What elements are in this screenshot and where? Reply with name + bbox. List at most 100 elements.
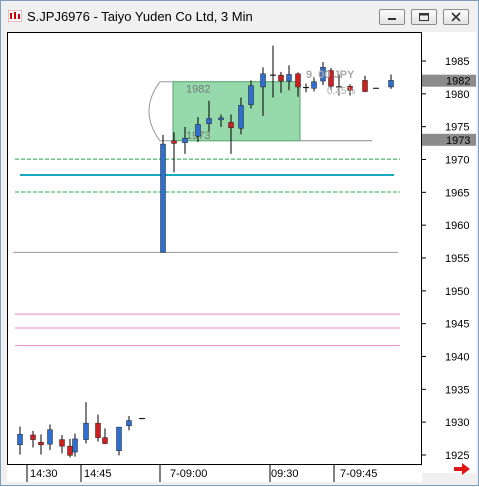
candle[interactable] <box>160 134 166 253</box>
candle[interactable] <box>336 74 342 96</box>
price-tick-label: 1965 <box>445 187 469 199</box>
candle[interactable] <box>38 434 44 455</box>
price-axis-canvas: 1925 1930 1935 1940 1945 1950 1955 1960 1965 1970… <box>422 56 476 462</box>
candle[interactable] <box>248 80 254 109</box>
restore-icon <box>419 13 429 21</box>
candle-body-down <box>171 140 177 144</box>
candle-body-up <box>218 117 224 121</box>
candle[interactable] <box>95 414 101 442</box>
candle[interactable] <box>362 75 368 93</box>
candle-body-up <box>260 73 266 88</box>
candle-body-up <box>126 420 132 427</box>
price-tick-label: 1935 <box>445 384 469 396</box>
minimize-icon <box>388 18 396 20</box>
scroll-right-arrow-icon[interactable] <box>453 462 471 476</box>
box-bracket <box>148 81 173 142</box>
candle[interactable] <box>17 426 23 455</box>
price-tick-label: 1955 <box>445 253 469 265</box>
candle[interactable] <box>102 428 108 445</box>
time-tick-label: 09:30 <box>271 468 299 480</box>
candle[interactable] <box>328 67 334 90</box>
candle-body-down <box>278 74 284 82</box>
candle[interactable] <box>72 433 78 457</box>
price-badge-label: 1982 <box>446 76 470 88</box>
candle-body-down <box>328 70 334 87</box>
candle-body-up <box>388 80 394 88</box>
candle[interactable] <box>47 424 53 451</box>
candle-body-up <box>17 434 23 446</box>
price-badge-label: 1973 <box>446 135 470 147</box>
price-tick-label: 1960 <box>445 220 469 232</box>
candle[interactable] <box>311 77 317 92</box>
candle[interactable] <box>228 114 234 154</box>
selection-box-layer: 1982 1973 <box>148 81 372 142</box>
title-bar[interactable]: S.JPJ6976 - Taiyo Yuden Co Ltd, 3 Min <box>1 1 478 31</box>
price-axis[interactable]: 1925 1930 1935 1940 1945 1950 1955 1960 1965 1970… <box>422 32 476 473</box>
candle-body-down <box>362 80 368 92</box>
candle[interactable] <box>238 97 244 135</box>
candle-body-down <box>59 439 65 447</box>
app-icon <box>8 10 22 22</box>
minimize-button[interactable] <box>379 9 405 25</box>
candle[interactable] <box>182 127 188 154</box>
candle-body-up <box>320 67 326 82</box>
candle-body-up <box>160 143 166 253</box>
box-top-label: 1982 <box>186 84 210 96</box>
candle[interactable] <box>126 415 132 431</box>
candle[interactable] <box>303 83 309 93</box>
levels-layer <box>13 158 400 347</box>
candle-body-up <box>182 137 188 144</box>
candle-body-down <box>102 437 108 444</box>
candle-body-up <box>286 74 292 82</box>
price-range-box[interactable] <box>172 81 301 142</box>
candle[interactable] <box>388 74 394 89</box>
close-icon <box>451 12 461 22</box>
candle-body-up <box>72 438 78 453</box>
price-tick-label: 1970 <box>445 155 469 167</box>
candle[interactable] <box>270 45 276 98</box>
candle[interactable] <box>295 72 301 97</box>
candle[interactable] <box>30 431 36 448</box>
candle-body-up <box>195 124 201 137</box>
time-axis[interactable]: 14:30 14:45 7-09:00 09:30 7-09:45 <box>7 464 422 482</box>
change-percent-label: 0.45% <box>327 86 355 97</box>
candle[interactable] <box>286 65 292 91</box>
candle[interactable] <box>171 132 177 173</box>
price-badge <box>422 74 476 87</box>
time-tick-label: 7-09:45 <box>340 468 377 480</box>
time-axis-canvas: 14:30 14:45 7-09:00 09:30 7-09:45 <box>26 465 377 482</box>
candle-body-down <box>30 434 36 440</box>
candle-body-down <box>347 86 353 91</box>
time-tick-label: 7-09:00 <box>170 468 207 480</box>
candle[interactable] <box>116 426 122 456</box>
price-tick-label: 1950 <box>445 286 469 298</box>
price-tick-label: 1980 <box>445 89 469 101</box>
price-tick-label: 1940 <box>445 352 469 364</box>
candle[interactable] <box>67 438 73 458</box>
price-tick-label: 1945 <box>445 319 469 331</box>
candle-body-up <box>311 81 317 89</box>
change-label: 9. 00 JPY <box>306 69 355 81</box>
candle[interactable] <box>195 117 201 143</box>
candle[interactable] <box>260 67 266 116</box>
close-button[interactable] <box>443 9 469 25</box>
candle-body-down <box>67 445 73 456</box>
price-tick-label: 1930 <box>445 417 469 429</box>
candle[interactable] <box>206 100 212 132</box>
candle[interactable] <box>59 434 65 454</box>
plot-canvas: 1982 1973 9. 00 JPY 0.45% <box>13 45 400 458</box>
candle-body-down <box>295 73 301 88</box>
candle[interactable] <box>320 62 326 85</box>
price-tick-label: 1975 <box>445 122 469 134</box>
price-tick-label: 1985 <box>445 56 469 68</box>
candle[interactable] <box>347 84 353 96</box>
candle[interactable] <box>83 402 89 444</box>
candle[interactable] <box>218 114 224 128</box>
candle-body-up <box>238 105 244 129</box>
price-tick-label: 1925 <box>445 450 469 462</box>
candle[interactable] <box>278 71 284 93</box>
restore-button[interactable] <box>411 9 437 25</box>
chart-area[interactable]: 1982 1973 9. 00 JPY 0.45% <box>7 32 422 473</box>
candle-body-down <box>228 122 234 128</box>
